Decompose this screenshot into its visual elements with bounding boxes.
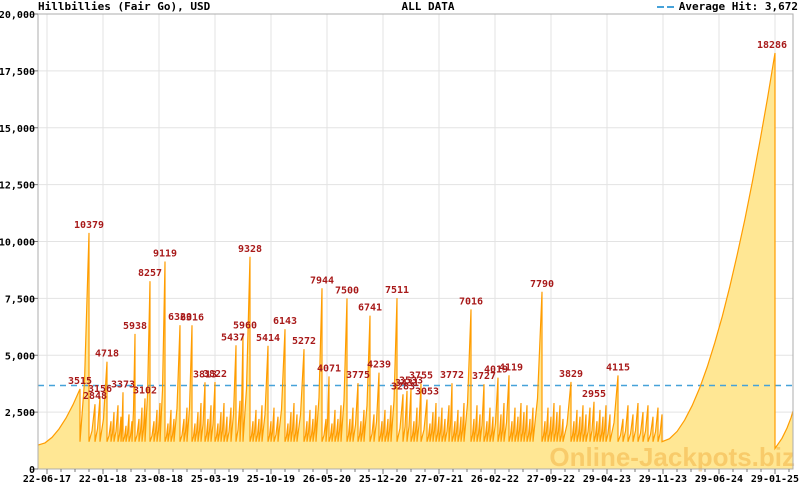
y-axis-tick-label: 2,500 <box>5 408 35 419</box>
y-axis-tick-label: 12,500 <box>0 181 35 192</box>
jackpot-area-fill <box>38 53 793 469</box>
watermark: Online-Jackpots.biz <box>549 442 795 472</box>
x-axis-tick-label: 25-03-19 <box>191 474 239 485</box>
hit-value-label: 6320 <box>168 312 192 323</box>
hit-value-label: 4239 <box>367 360 391 371</box>
x-axis-tick-label: 27-07-21 <box>415 474 463 485</box>
hit-value-label: 3772 <box>440 370 464 381</box>
hit-value-label: 3515 <box>68 376 92 387</box>
hit-value-label: 3373 <box>111 379 135 390</box>
hit-value-label: 3156 <box>88 384 112 395</box>
x-axis-tick-label: 25-12-20 <box>359 474 407 485</box>
hit-value-label: 7944 <box>310 275 334 286</box>
hit-value-label: 10379 <box>74 220 104 231</box>
hit-value-label: 2848 <box>83 391 107 402</box>
hit-value-label: 3102 <box>133 385 157 396</box>
hit-value-label: 3822 <box>203 369 227 380</box>
y-axis-tick-label: 10,000 <box>0 238 35 249</box>
hit-value-label: 3053 <box>415 387 439 398</box>
y-axis-tick-label: 5,000 <box>5 351 35 362</box>
y-axis-tick-label: 0 <box>29 465 35 476</box>
hit-value-label: 6741 <box>358 303 382 314</box>
y-axis-tick-label: 7,500 <box>5 294 35 305</box>
hit-value-label: 6143 <box>273 316 297 327</box>
x-axis-tick-label: 27-09-22 <box>527 474 575 485</box>
hit-value-label: 6316 <box>180 312 204 323</box>
hit-value-label: 7500 <box>335 285 359 296</box>
y-axis-tick-label: 17,500 <box>0 67 35 78</box>
hit-value-label: 3283 <box>391 381 415 392</box>
chart-title: Hillbillies (Fair Go), USD <box>38 0 211 13</box>
axes: 0 2,500 5,000 7,500 10,000 12,500 15,000 17,500… <box>0 10 799 485</box>
hit-value-label: 7511 <box>385 285 409 296</box>
y-axis-tick-label: 15,000 <box>0 124 35 135</box>
hit-value-label: 5938 <box>123 321 147 332</box>
hit-value-label: 9328 <box>238 244 262 255</box>
average-line-dash-icon <box>666 6 674 8</box>
hit-value-label: 9119 <box>153 249 177 260</box>
gridlines <box>38 13 793 470</box>
jackpot-line <box>37 52 794 451</box>
x-axis-tick-label: 26-05-20 <box>303 474 351 485</box>
hit-value-label: 4019 <box>484 365 508 376</box>
hit-value-label: 3775 <box>346 370 370 381</box>
x-axis-tick-label: 22-06-17 <box>23 474 71 485</box>
average-line-dash-icon <box>656 6 664 8</box>
hit-value-label: 5414 <box>256 333 280 344</box>
y-axis-tick-label: 20,000 <box>0 10 35 21</box>
hit-value-label: 18286 <box>757 40 787 51</box>
x-axis-tick-label: 29-01-25 <box>751 474 799 485</box>
hit-value-label: 7016 <box>459 296 483 307</box>
hit-value-label: 5437 <box>221 332 245 343</box>
hit-value-label: 3813 <box>193 369 217 380</box>
hit-value-label: 5960 <box>233 320 257 331</box>
hit-value-label: 4071 <box>317 363 341 374</box>
x-axis-tick-label: 23-08-18 <box>135 474 183 485</box>
hit-value-label: 2955 <box>582 389 606 400</box>
average-hit-legend: Average Hit: 3,672 <box>656 0 798 13</box>
hit-value-label: 3727 <box>472 371 496 382</box>
hit-value-label: 4115 <box>606 362 630 373</box>
hit-value-label: 3533 <box>399 376 423 387</box>
x-axis-tick-label: 29-06-24 <box>695 474 743 485</box>
x-axis-tick-label: 25-10-19 <box>247 474 295 485</box>
x-axis-tick-label: 22-01-18 <box>79 474 127 485</box>
x-axis-tick-label: 29-11-23 <box>639 474 687 485</box>
x-axis-tick-label: 26-02-22 <box>471 474 519 485</box>
hit-value-label: 4119 <box>499 362 523 373</box>
hit-value-label: 3829 <box>559 369 583 380</box>
hit-value-label: 4718 <box>95 349 119 360</box>
x-axis-tick-label: 29-04-23 <box>583 474 631 485</box>
hit-value-label: 3755 <box>409 371 433 382</box>
average-hit-label: Average Hit: 3,672 <box>678 0 798 13</box>
hit-value-label: 7790 <box>530 279 554 290</box>
chart-subtitle: ALL DATA <box>401 0 455 13</box>
hit-value-label: 5272 <box>292 336 316 347</box>
hit-value-label: 3431 <box>395 378 419 389</box>
hit-value-label: 8257 <box>138 268 162 279</box>
